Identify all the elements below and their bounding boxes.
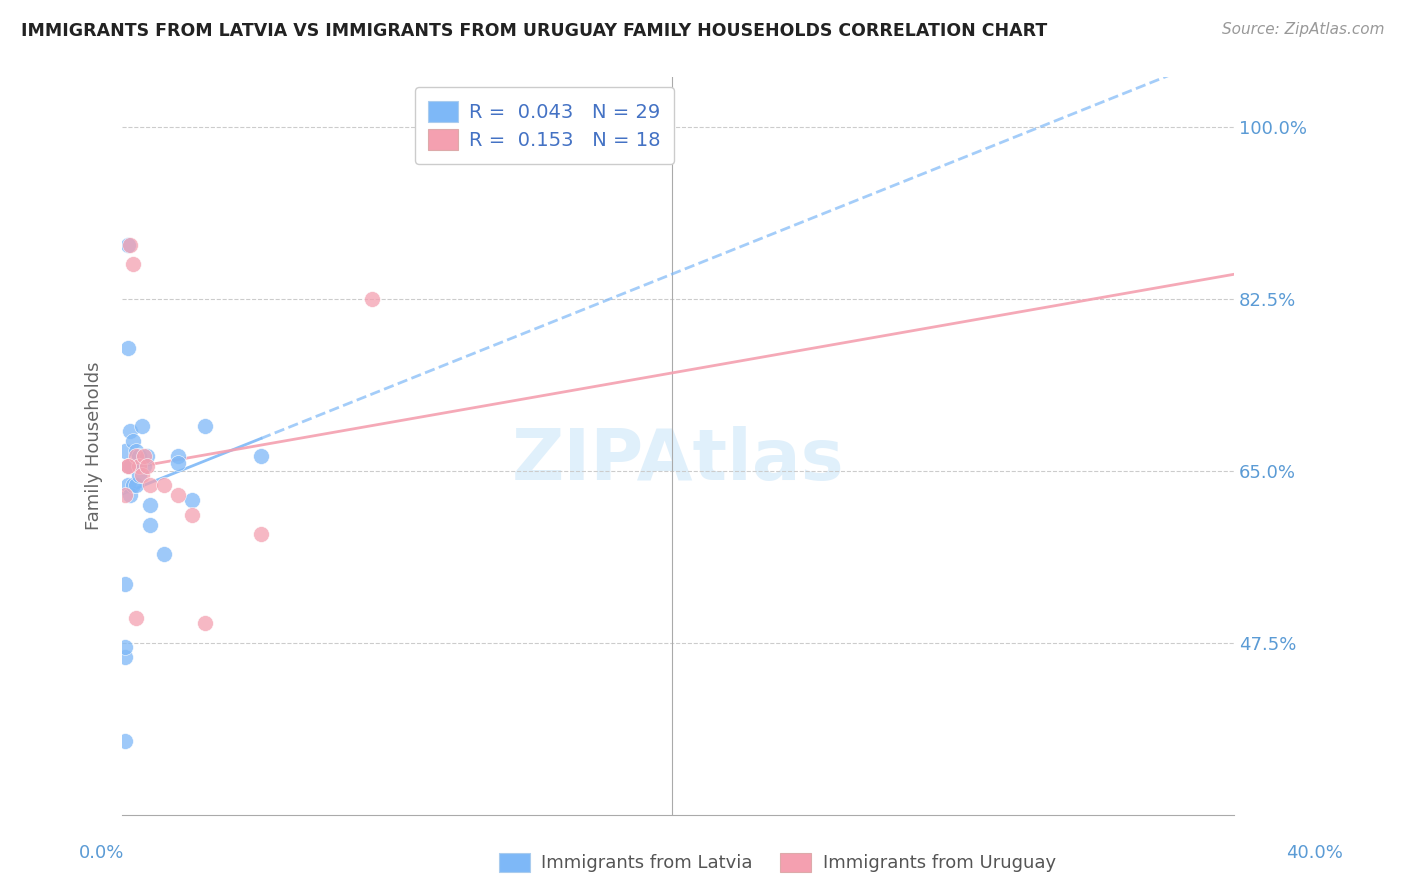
Point [114,444,136,458]
Text: 40.0%: 40.0% [1286,844,1343,862]
Point [120,424,142,438]
Point [139,498,162,512]
Point [152,547,174,561]
Point [117,341,139,355]
Point [250,527,273,541]
Point [136,458,159,473]
Point [114,734,136,748]
Point [131,419,153,434]
Point [122,478,145,492]
Point [120,458,142,473]
Point [114,640,136,655]
Point [250,449,273,463]
Point [117,237,139,252]
Point [361,292,384,306]
Point [194,615,217,630]
Point [166,488,188,502]
Text: Source: ZipAtlas.com: Source: ZipAtlas.com [1222,22,1385,37]
Point [166,456,188,470]
Point [125,611,148,625]
Point [125,478,148,492]
Point [166,449,188,463]
Text: Immigrants from Uruguay: Immigrants from Uruguay [823,854,1056,871]
Point [117,458,139,473]
Point [120,237,142,252]
Point [152,478,174,492]
Point [114,576,136,591]
Text: IMMIGRANTS FROM LATVIA VS IMMIGRANTS FROM URUGUAY FAMILY HOUSEHOLDS CORRELATION : IMMIGRANTS FROM LATVIA VS IMMIGRANTS FRO… [21,22,1047,40]
Text: 0.0%: 0.0% [79,844,124,862]
Point [128,449,150,463]
Point [128,458,150,473]
Point [134,458,156,473]
Point [194,419,217,434]
Text: ZIPAtlas: ZIPAtlas [512,426,844,495]
Point [139,517,162,532]
Point [125,444,148,458]
Point [117,458,139,473]
Point [136,449,159,463]
Point [131,468,153,483]
Y-axis label: Family Households: Family Households [86,362,103,530]
Point [180,493,202,508]
Point [114,488,136,502]
Point [125,449,148,463]
Point [180,508,202,522]
Text: Immigrants from Latvia: Immigrants from Latvia [541,854,752,871]
Point [128,468,150,483]
Point [117,478,139,492]
Point [114,650,136,665]
Point [122,257,145,271]
Point [139,478,162,492]
Point [120,488,142,502]
Point [134,449,156,463]
Legend: R =  0.043   N = 29, R =  0.153   N = 18: R = 0.043 N = 29, R = 0.153 N = 18 [415,87,675,163]
Point [117,458,139,473]
Point [122,434,145,448]
